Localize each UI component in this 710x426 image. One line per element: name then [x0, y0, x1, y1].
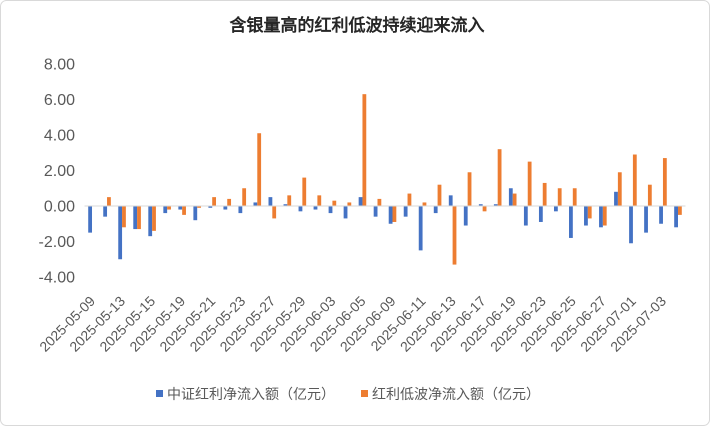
legend-label-series-2: 红利低波净流入额（亿元） [372, 386, 540, 402]
bar-series-1-35 [614, 191, 618, 206]
bar-series-2-30 [542, 182, 547, 206]
bar-series-2-17 [347, 202, 352, 206]
bar-series-2-36 [632, 154, 637, 206]
y-tick-label: 4.00 [44, 128, 75, 145]
bar-series-2-18 [362, 94, 367, 206]
y-axis-tick-labels: 8.00 6.00 4.00 2.00 0.00 -2.00 -4.00 [39, 57, 76, 287]
bar-series-1-3 [133, 206, 138, 230]
bar-series-2-4 [152, 206, 156, 231]
bar-series-2-19 [377, 198, 382, 206]
bar-series-1-28 [508, 188, 513, 206]
bar-series-1-33 [584, 206, 588, 226]
y-tick-label: -2.00 [39, 234, 76, 251]
bar-series-1-10 [238, 206, 243, 214]
bar-series-1-39 [674, 206, 678, 228]
bar-series-2-24 [452, 206, 457, 265]
legend-swatch-series-1 [156, 390, 163, 397]
bar-series-2-34 [602, 206, 607, 226]
bar-series-1-29 [523, 206, 528, 226]
bar-series-2-7 [197, 206, 201, 208]
bar-series-1-11 [253, 202, 258, 206]
y-tick-label: 6.00 [44, 92, 75, 109]
bar-series-2-27 [497, 149, 502, 206]
bar-series-2-9 [227, 198, 232, 206]
bar-series-1-30 [538, 206, 543, 222]
bar-series-1-27 [493, 204, 498, 206]
bar-series-1-31 [553, 206, 558, 212]
bar-series-2-12 [272, 206, 277, 219]
bar-series-2-14 [302, 177, 307, 206]
bar-series-2-26 [482, 206, 487, 212]
bar-marks [88, 94, 682, 265]
bar-series-1-1 [103, 206, 108, 217]
bar-series-2-28 [512, 193, 517, 206]
bar-series-1-8 [208, 206, 213, 208]
bar-series-1-4 [148, 206, 153, 237]
bar-series-2-15 [317, 195, 322, 206]
bar-series-1-7 [193, 206, 198, 221]
bar-series-2-29 [527, 161, 532, 207]
bar-series-2-32 [572, 188, 577, 206]
bar-series-2-16 [332, 200, 337, 206]
bar-series-2-38 [662, 158, 667, 206]
y-tick-label: 2.00 [44, 163, 75, 180]
bar-series-1-0 [88, 206, 93, 233]
bar-series-2-8 [212, 197, 217, 207]
bar-series-1-17 [343, 206, 348, 219]
bar-series-2-23 [437, 184, 442, 206]
bar-series-1-9 [223, 206, 228, 210]
bar-series-1-19 [373, 206, 378, 217]
bar-series-2-11 [257, 133, 262, 206]
y-tick-label: 8.00 [44, 57, 75, 74]
bar-series-1-20 [388, 206, 393, 224]
bar-series-1-24 [448, 195, 453, 206]
bar-series-1-36 [629, 206, 633, 244]
bar-series-1-34 [599, 206, 603, 228]
bar-series-1-14 [298, 206, 303, 212]
bar-series-1-12 [268, 197, 273, 207]
bar-series-1-38 [659, 206, 663, 224]
bar-series-1-18 [358, 197, 363, 207]
bar-series-2-21 [407, 193, 412, 206]
bar-series-1-22 [418, 206, 423, 251]
bar-series-2-37 [647, 184, 652, 206]
bar-series-1-25 [463, 206, 468, 226]
legend-item-series-2: 红利低波净流入额（亿元） [361, 386, 540, 402]
bar-series-2-25 [467, 172, 472, 206]
bar-series-2-1 [107, 197, 111, 207]
bar-series-1-6 [178, 206, 183, 210]
bar-series-2-22 [422, 202, 427, 206]
bar-series-2-33 [587, 206, 592, 219]
bar-series-1-23 [433, 206, 438, 214]
bar-series-1-13 [283, 204, 288, 206]
legend: 中证红利净流入额（亿元） 红利低波净流入额（亿元） [156, 386, 540, 402]
legend-item-series-1: 中证红利净流入额（亿元） [156, 386, 335, 402]
bar-series-2-3 [137, 206, 141, 230]
bar-series-2-5 [167, 206, 171, 210]
bar-series-2-20 [392, 206, 397, 222]
bar-series-2-13 [287, 195, 292, 206]
bar-series-2-35 [617, 172, 622, 206]
bar-series-1-32 [569, 206, 573, 238]
bar-series-1-5 [163, 206, 168, 214]
bar-series-2-6 [182, 206, 186, 215]
bar-series-1-16 [328, 206, 333, 214]
bar-series-1-21 [403, 206, 408, 217]
y-tick-label: 0.00 [44, 199, 75, 216]
chart-title: 含银量高的红利低波持续迎来流入 [230, 15, 485, 35]
bar-series-2-39 [677, 206, 682, 215]
bar-series-1-37 [644, 206, 648, 233]
bar-series-1-2 [118, 206, 123, 260]
legend-label-series-1: 中证红利净流入额（亿元） [167, 386, 335, 402]
bar-series-2-10 [242, 188, 247, 206]
y-tick-label: -4.00 [39, 270, 76, 287]
bar-series-2-31 [557, 188, 562, 206]
bar-series-1-15 [313, 206, 318, 210]
bar-series-1-26 [478, 204, 483, 206]
legend-swatch-series-2 [361, 390, 368, 397]
bar-series-2-2 [122, 206, 126, 228]
